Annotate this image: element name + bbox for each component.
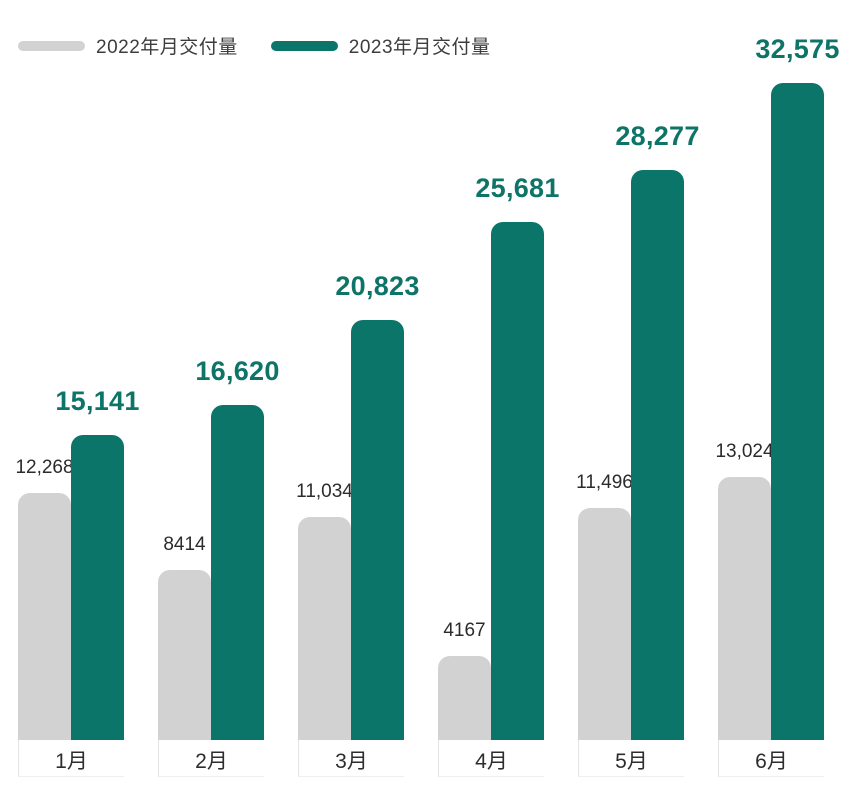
value-label-2023: 25,681 <box>475 173 560 203</box>
legend-label-2023: 2023年月交付量 <box>348 37 491 58</box>
value-label-2023: 15,141 <box>55 386 140 416</box>
bar-col-2022: 12,268 <box>15 457 74 740</box>
bar-col-2023: 28,277 <box>615 123 699 740</box>
bar-pair: 12,268 15,141 <box>15 388 139 740</box>
bar-2023 <box>71 435 124 740</box>
bar-col-2022: 11,496 <box>576 472 633 740</box>
bar-2022 <box>18 493 71 740</box>
bar-col-2022: 13,024 <box>715 441 774 740</box>
month-label: 5月 <box>615 749 648 773</box>
bar-group: 4167 25,681 4月 <box>438 175 559 777</box>
value-label-2022: 11,496 <box>576 472 633 493</box>
bar-pair: 11,034 20,823 <box>296 273 419 740</box>
bar-pair: 8414 16,620 <box>158 358 279 740</box>
value-label-2022: 12,268 <box>15 457 74 478</box>
legend-label-2022: 2022年月交付量 <box>96 37 238 58</box>
bar-2022 <box>578 508 631 740</box>
month-label: 2月 <box>195 749 228 773</box>
bar-pair: 11,496 28,277 <box>576 123 699 740</box>
bar-2022 <box>158 570 211 740</box>
bar-col-2023: 25,681 <box>475 175 559 740</box>
legend-item-2022: 2022年月交付量 <box>18 32 238 59</box>
bar-2023 <box>211 405 264 740</box>
bar-group: 13,024 32,575 6月 <box>715 36 839 777</box>
month-cell: 1月 <box>18 740 124 777</box>
bar-col-2023: 20,823 <box>335 273 419 740</box>
value-label-2023: 28,277 <box>615 121 700 151</box>
legend-item-2023: 2023年月交付量 <box>270 32 491 59</box>
legend: 2022年月交付量 2023年月交付量 <box>18 32 491 59</box>
month-label: 4月 <box>475 749 508 773</box>
bar-col-2022: 4167 <box>438 621 491 740</box>
bar-2023 <box>771 83 824 740</box>
value-label-2022: 13,024 <box>715 441 774 462</box>
plot-area: 12,268 15,141 1月 8414 16,620 2月 <box>15 0 839 777</box>
bar-2023 <box>351 320 404 740</box>
value-label-2022: 11,034 <box>296 481 353 502</box>
month-label: 1月 <box>55 749 88 773</box>
month-cell: 5月 <box>578 740 684 777</box>
bar-2022 <box>718 477 771 740</box>
legend-swatch-2022-icon <box>18 40 85 51</box>
bar-group: 8414 16,620 2月 <box>158 358 279 777</box>
value-label-2022: 4167 <box>443 620 486 641</box>
legend-swatch-2023-icon <box>270 40 338 51</box>
month-label: 6月 <box>755 749 788 773</box>
month-cell: 3月 <box>298 740 404 777</box>
bar-col-2022: 8414 <box>158 535 211 740</box>
bar-col-2023: 32,575 <box>755 36 839 740</box>
value-label-2022: 8414 <box>163 534 206 555</box>
value-label-2023: 16,620 <box>195 356 280 386</box>
month-cell: 2月 <box>158 740 264 777</box>
bar-group: 11,496 28,277 5月 <box>576 123 699 777</box>
bar-2023 <box>631 170 684 740</box>
bar-pair: 13,024 32,575 <box>715 36 839 740</box>
bar-group: 12,268 15,141 1月 <box>15 388 139 777</box>
bar-2022 <box>298 517 351 740</box>
value-label-2023: 20,823 <box>335 271 420 301</box>
bar-2022 <box>438 656 491 740</box>
month-cell: 6月 <box>718 740 824 777</box>
bar-col-2022: 11,034 <box>296 481 353 740</box>
bar-group: 11,034 20,823 3月 <box>296 273 419 777</box>
month-cell: 4月 <box>438 740 544 777</box>
value-label-2023: 32,575 <box>755 34 840 64</box>
month-label: 3月 <box>335 749 368 773</box>
bar-pair: 4167 25,681 <box>438 175 559 740</box>
bar-col-2023: 15,141 <box>55 388 139 740</box>
bar-2023 <box>491 222 544 740</box>
bar-col-2023: 16,620 <box>195 358 279 740</box>
